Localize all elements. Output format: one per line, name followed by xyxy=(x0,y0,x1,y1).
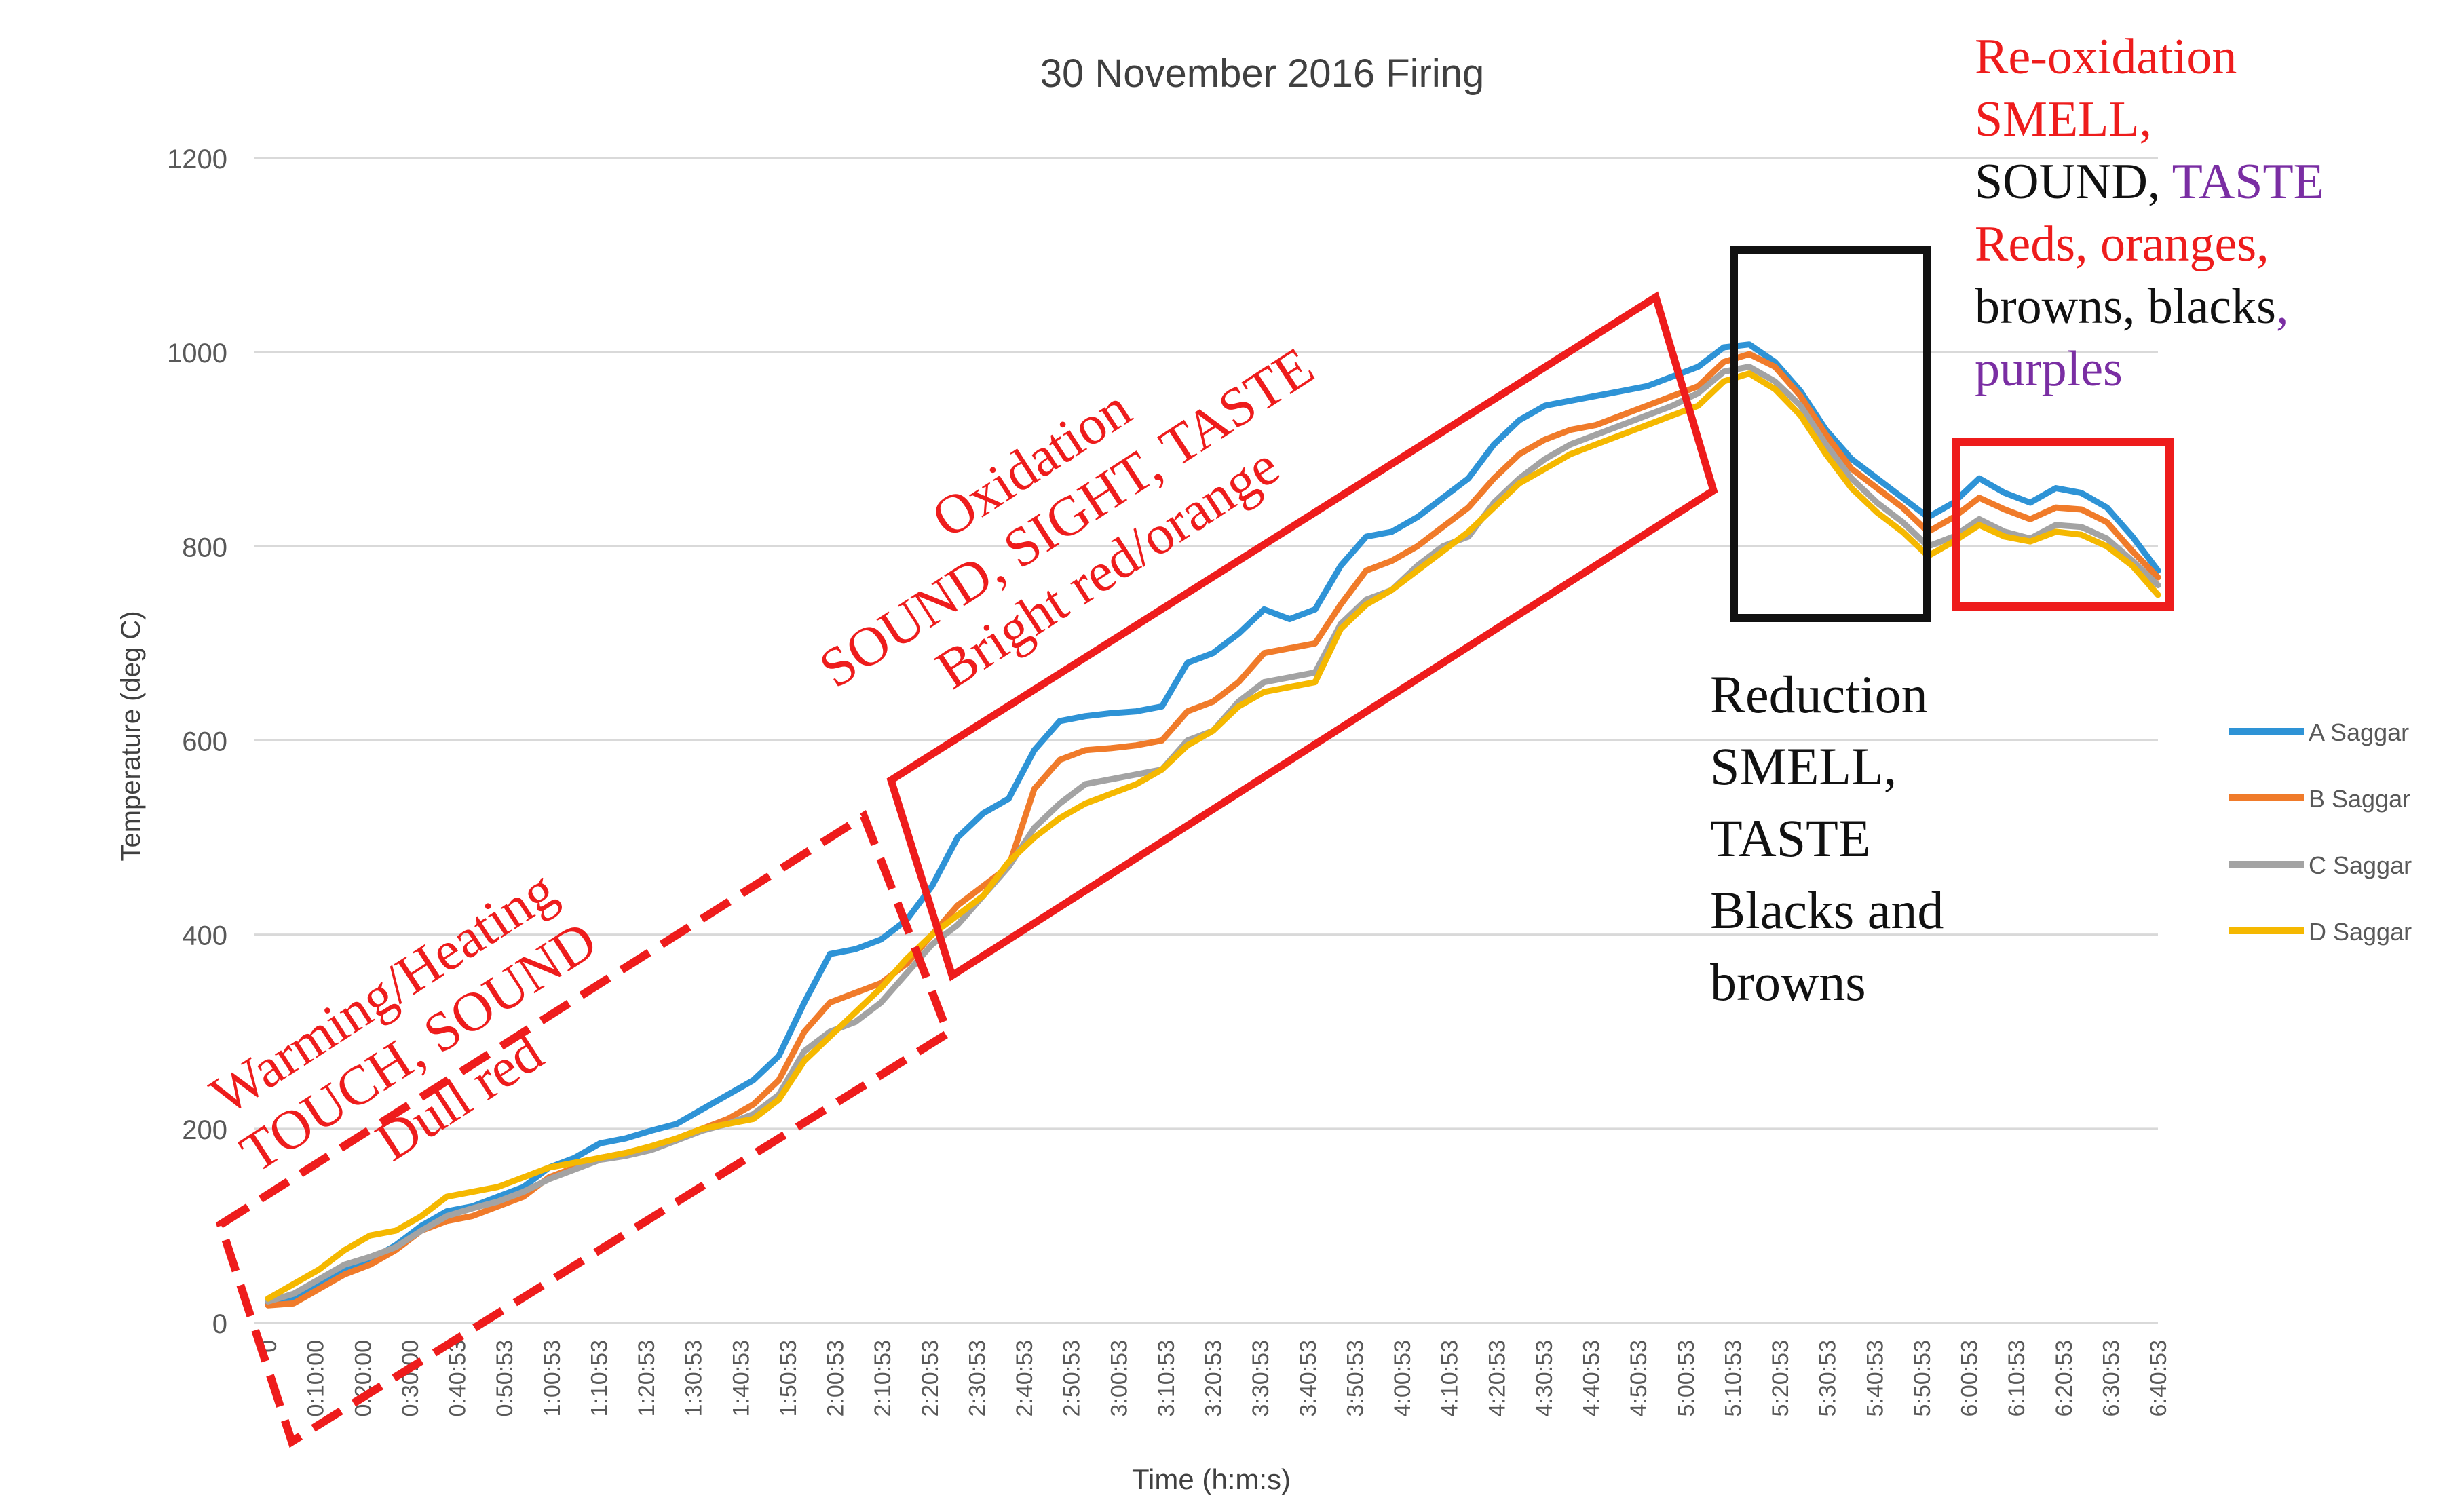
reoxidation-line-6: purples xyxy=(1975,341,2123,397)
series-line-4 xyxy=(265,370,2161,1302)
x-tick-label: 3:40:53 xyxy=(1295,1340,1321,1416)
x-tick-label: 4:40:53 xyxy=(1579,1340,1605,1416)
x-tick-label: 2:20:53 xyxy=(917,1340,943,1416)
reoxidation-line-5-colors: browns, blacks xyxy=(1975,279,2276,334)
x-tick-label: 2:40:53 xyxy=(1012,1340,1038,1416)
reoxidation-line-3-taste: TASTE xyxy=(2172,154,2324,210)
x-tick-label: 0:20:00 xyxy=(350,1340,376,1416)
x-tick-label: 4:20:53 xyxy=(1484,1340,1510,1416)
reduction-label-line-1: Reduction xyxy=(1710,665,1928,724)
x-tick-label: 1:20:53 xyxy=(634,1340,660,1416)
x-tick-label: 3:00:53 xyxy=(1106,1340,1132,1416)
reoxidation-label: Re-oxidation SMELL, SOUND, TASTE Reds, o… xyxy=(1975,29,2336,397)
x-tick-label: 3:20:53 xyxy=(1201,1340,1227,1416)
chart-title: 30 November 2016 Firing xyxy=(1040,52,1484,96)
legend-label-3: C Saggar xyxy=(2309,851,2412,879)
y-tick-label: 1200 xyxy=(167,144,227,174)
series-lines xyxy=(265,341,2161,1309)
x-tick-label: 0:40:53 xyxy=(445,1340,471,1416)
legend-label-4: D Saggar xyxy=(2309,918,2412,946)
x-tick-label: 4:50:53 xyxy=(1626,1340,1652,1416)
reoxidation-line-1: Re-oxidation xyxy=(1975,29,2237,85)
x-tick-label: 1:00:53 xyxy=(539,1340,565,1416)
reoxidation-line-2: SMELL, xyxy=(1975,92,2152,147)
x-tick-label: 0:30:00 xyxy=(398,1340,423,1416)
x-tick-label: 1:10:53 xyxy=(586,1340,612,1416)
reduction-label-line-4: Blacks and xyxy=(1710,881,1944,940)
legend-label-1: A Saggar xyxy=(2309,718,2409,746)
x-tick-label: 2:00:53 xyxy=(823,1340,849,1416)
x-tick-label: 6:20:53 xyxy=(2051,1340,2077,1416)
y-tick-label: 400 xyxy=(182,921,227,951)
reoxidation-line-3-sound: SOUND, xyxy=(1975,154,2172,210)
reduction-label-line-2: SMELL, xyxy=(1710,737,1897,796)
x-tick-label: 5:40:53 xyxy=(1862,1340,1888,1416)
x-axis-label: Time (h:m:s) xyxy=(1132,1463,1291,1495)
y-axis-ticks: 0 200 400 600 800 1000 1200 xyxy=(167,144,227,1339)
x-tick-label: 5:50:53 xyxy=(1910,1340,1935,1416)
reduction-box xyxy=(1730,246,1931,622)
reoxidation-box xyxy=(1952,438,2174,611)
x-tick-label: 5:00:53 xyxy=(1673,1340,1699,1416)
x-tick-label: 6:30:53 xyxy=(2098,1340,2124,1416)
reduction-label: Reduction SMELL, TASTE Blacks and browns xyxy=(1710,665,1957,1011)
x-tick-label: 5:20:53 xyxy=(1768,1340,1794,1416)
x-tick-label: 6:00:53 xyxy=(1957,1340,1983,1416)
x-tick-label: 6:10:53 xyxy=(2004,1340,2030,1416)
svg-text:Warming/Heating TOUCH, S: Warming/Heating TOUCH, SOUND Dull red xyxy=(194,847,653,1238)
x-tick-label: 5:30:53 xyxy=(1815,1340,1841,1416)
y-tick-label: 800 xyxy=(182,533,227,562)
series-line-1 xyxy=(265,341,2161,1307)
legend: A Saggar B Saggar C Saggar D Saggar xyxy=(2229,718,2412,946)
y-tick-label: 0 xyxy=(212,1309,227,1339)
x-tick-label: 3:30:53 xyxy=(1248,1340,1274,1416)
y-axis-label: Temperature (deg C) xyxy=(116,611,146,861)
x-tick-label: 1:40:53 xyxy=(728,1340,754,1416)
y-tick-label: 1000 xyxy=(167,339,227,368)
legend-label-2: B Saggar xyxy=(2309,785,2410,813)
x-tick-label: 2:10:53 xyxy=(870,1340,896,1416)
gridlines xyxy=(254,157,2158,1324)
warming-label: Warming/Heating TOUCH, SOUND Dull red xyxy=(194,847,653,1238)
x-tick-label: 0:50:53 xyxy=(492,1340,518,1416)
x-tick-label: 0:10:00 xyxy=(303,1340,329,1416)
x-tick-label: 4:30:53 xyxy=(1532,1340,1557,1416)
x-tick-label: 4:10:53 xyxy=(1437,1340,1463,1416)
y-tick-label: 600 xyxy=(182,727,227,757)
reduction-label-line-5: browns xyxy=(1710,952,1866,1011)
y-tick-label: 200 xyxy=(182,1115,227,1145)
x-axis-ticks: 0 0:10:00 0:20:00 0:30:00 0:40:53 0:50:53 1:00… xyxy=(256,1340,2172,1416)
reoxidation-line-4: Reds, oranges, xyxy=(1975,216,2269,272)
oxidation-label-line-2: SOUND, SIGHT, TASTE xyxy=(809,335,1325,700)
x-tick-label: 3:10:53 xyxy=(1154,1340,1179,1416)
oxidation-box xyxy=(886,291,1718,982)
x-tick-label: 2:50:53 xyxy=(1059,1340,1085,1416)
x-tick-label: 2:30:53 xyxy=(964,1340,990,1416)
x-tick-label: 6:40:53 xyxy=(2146,1340,2172,1416)
x-tick-label: 1:30:53 xyxy=(681,1340,707,1416)
reoxidation-line-5-comma: , xyxy=(2276,279,2289,334)
x-tick-label: 1:50:53 xyxy=(776,1340,801,1416)
x-tick-label: 5:10:53 xyxy=(1720,1340,1746,1416)
reduction-label-line-3: TASTE xyxy=(1710,809,1870,868)
x-tick-label: 4:00:53 xyxy=(1390,1340,1416,1416)
x-tick-label: 3:50:53 xyxy=(1342,1340,1368,1416)
